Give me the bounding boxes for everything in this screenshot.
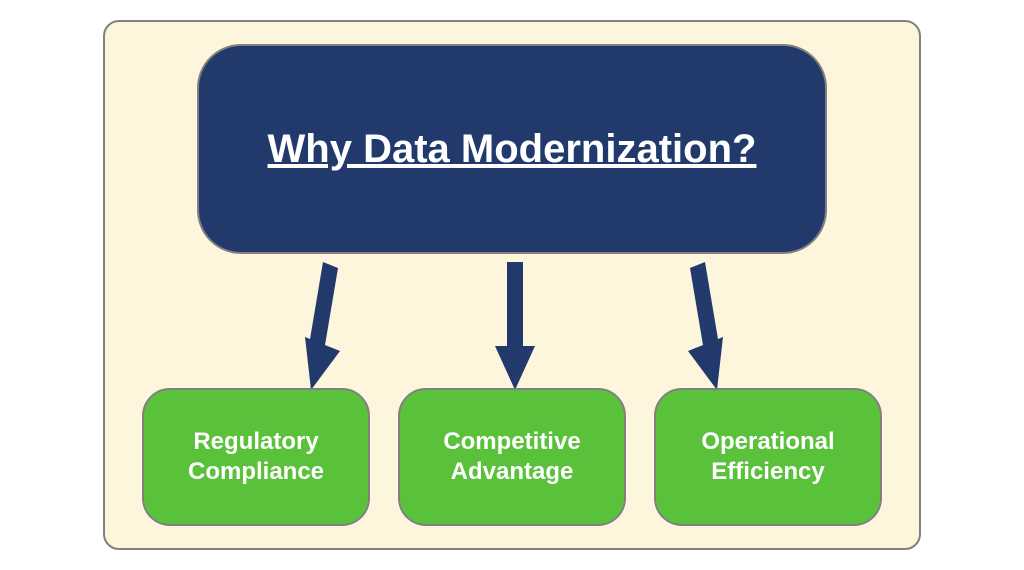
child-text: Regulatory Compliance [188, 427, 324, 487]
diagram-frame: Why Data Modernization? Regulatory Compl… [103, 20, 921, 550]
arrow-right-icon [665, 262, 745, 392]
child-node-regulatory: Regulatory Compliance [142, 388, 370, 526]
child-node-competitive: Competitive Advantage [398, 388, 626, 526]
child-text: Competitive Advantage [443, 427, 580, 487]
child-text: Operational Efficiency [701, 427, 834, 487]
child-row: Regulatory Compliance Competitive Advant… [105, 388, 919, 526]
title-text: Why Data Modernization? [268, 127, 757, 172]
arrow-left-icon [283, 262, 363, 392]
title-node: Why Data Modernization? [197, 44, 827, 254]
child-node-operational: Operational Efficiency [654, 388, 882, 526]
arrow-center-icon [475, 262, 555, 392]
